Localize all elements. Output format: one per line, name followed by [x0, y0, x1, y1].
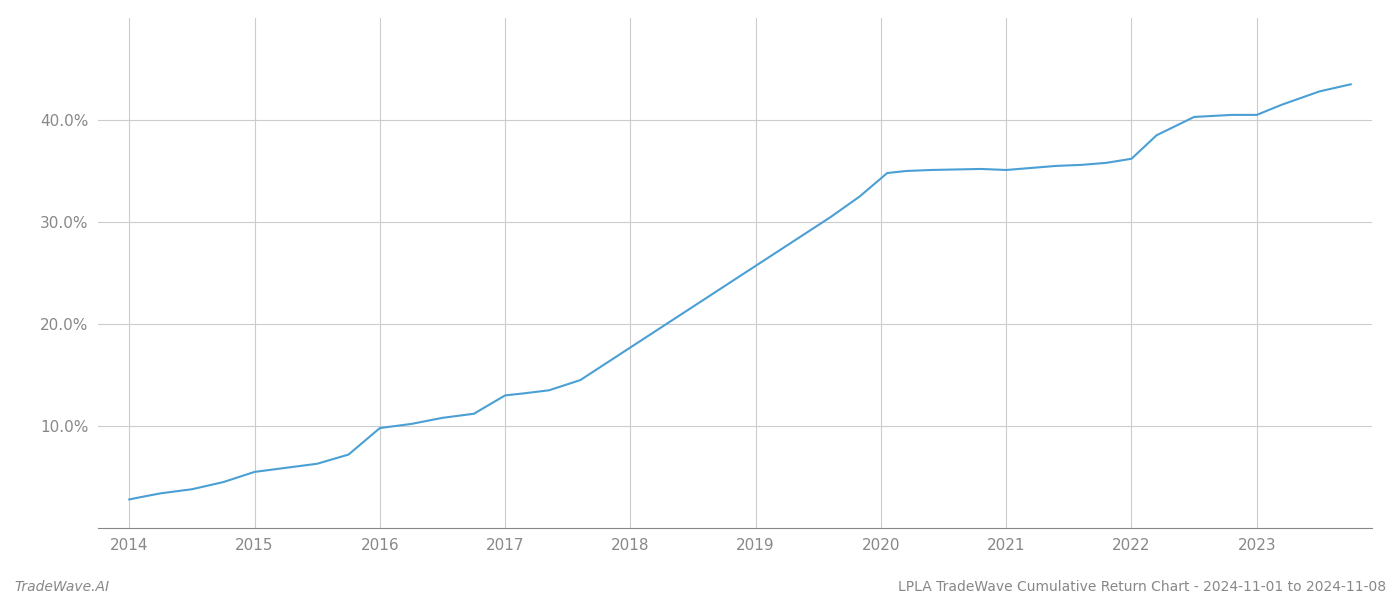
Text: LPLA TradeWave Cumulative Return Chart - 2024-11-01 to 2024-11-08: LPLA TradeWave Cumulative Return Chart -… — [897, 580, 1386, 594]
Text: TradeWave.AI: TradeWave.AI — [14, 580, 109, 594]
